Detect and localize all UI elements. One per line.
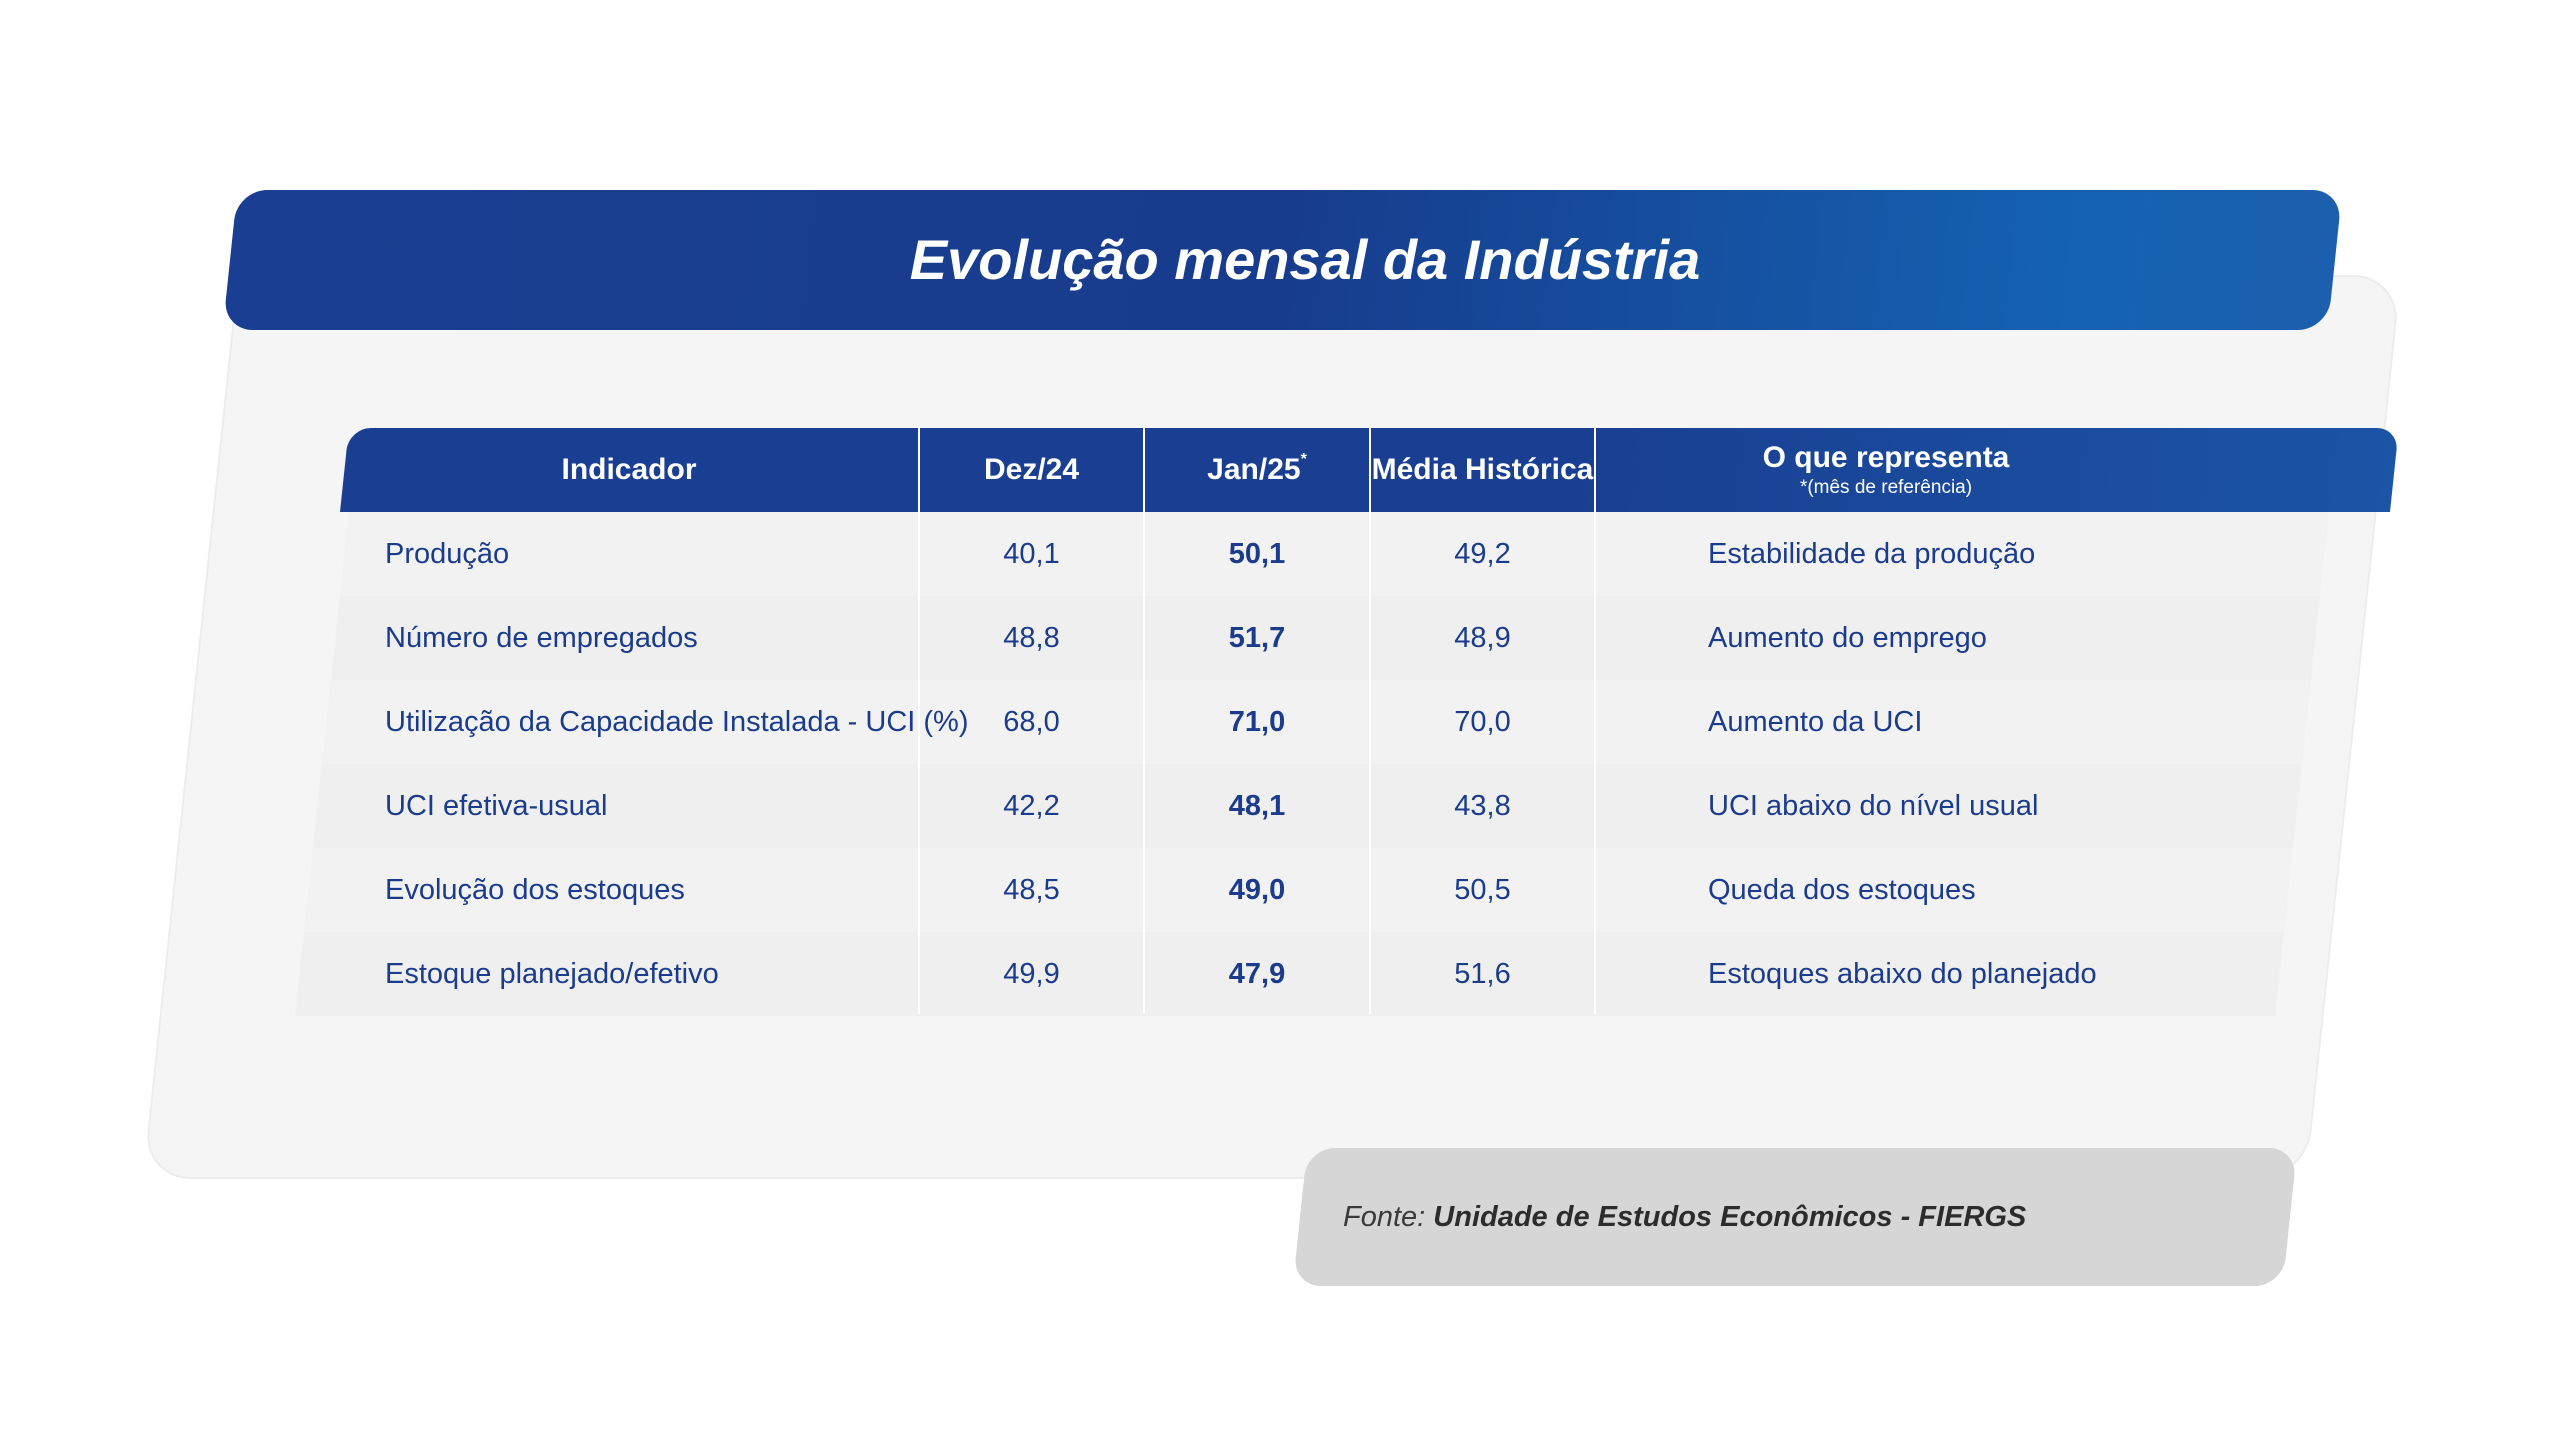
cell-jan: 47,9 — [1228, 958, 1286, 990]
cell-avg: 50,5 — [1454, 874, 1511, 906]
cell-dec: 40,1 — [1003, 538, 1060, 570]
column-divider — [1369, 428, 1371, 1014]
cell-jan: 50,1 — [1228, 538, 1286, 570]
source-label: Fonte: — [1343, 1201, 1426, 1233]
cell-jan: 49,0 — [1228, 874, 1286, 906]
page-title: Evolução mensal da Indústria — [909, 228, 1701, 291]
cell-meaning: Estabilidade da produção — [1708, 538, 2036, 570]
cell-jan: 71,0 — [1228, 706, 1286, 738]
cell-meaning: Aumento da UCI — [1708, 706, 1923, 738]
column-divider — [918, 428, 920, 1014]
cell-jan: 48,1 — [1228, 790, 1286, 822]
cell-avg: 49,2 — [1454, 538, 1511, 570]
header-jan: Jan/25* — [1207, 451, 1307, 486]
cell-avg: 43,8 — [1454, 790, 1511, 822]
cell-jan: 51,7 — [1228, 622, 1286, 654]
header-indicator: Indicador — [561, 453, 697, 486]
header-dec: Dez/24 — [983, 453, 1080, 486]
cell-avg: 51,6 — [1454, 958, 1511, 990]
cell-avg: 70,0 — [1454, 706, 1511, 738]
cell-avg: 48,9 — [1454, 622, 1511, 654]
cell-indicator: Utilização da Capacidade Instalada - UCI… — [385, 706, 969, 738]
cell-dec: 68,0 — [1003, 706, 1060, 738]
source-caption: Fonte: Unidade de Estudos Econômicos - F… — [1343, 1148, 2026, 1286]
cell-meaning: UCI abaixo do nível usual — [1708, 790, 2039, 822]
cell-dec: 48,5 — [1003, 874, 1060, 906]
cell-meaning: Estoques abaixo do planejado — [1708, 958, 2097, 990]
cell-dec: 42,2 — [1003, 790, 1060, 822]
cell-indicator: UCI efetiva-usual — [385, 790, 608, 822]
cell-dec: 48,8 — [1003, 622, 1060, 654]
cell-meaning: Aumento do emprego — [1708, 622, 1987, 654]
cell-indicator: Evolução dos estoques — [385, 874, 685, 906]
cell-dec: 49,9 — [1003, 958, 1060, 990]
header-meaning: O que representa *(mês de referência) — [1762, 441, 2010, 498]
header-avg: Média Histórica — [1371, 453, 1594, 486]
column-divider — [1594, 428, 1596, 1014]
cell-indicator: Produção — [385, 538, 510, 570]
cell-meaning: Queda dos estoques — [1708, 874, 1976, 906]
cell-indicator: Número de empregados — [385, 622, 698, 654]
cell-indicator: Estoque planejado/efetivo — [385, 958, 719, 990]
source-value: Unidade de Estudos Econômicos - FIERGS — [1433, 1201, 2027, 1233]
column-divider — [1143, 428, 1145, 1014]
